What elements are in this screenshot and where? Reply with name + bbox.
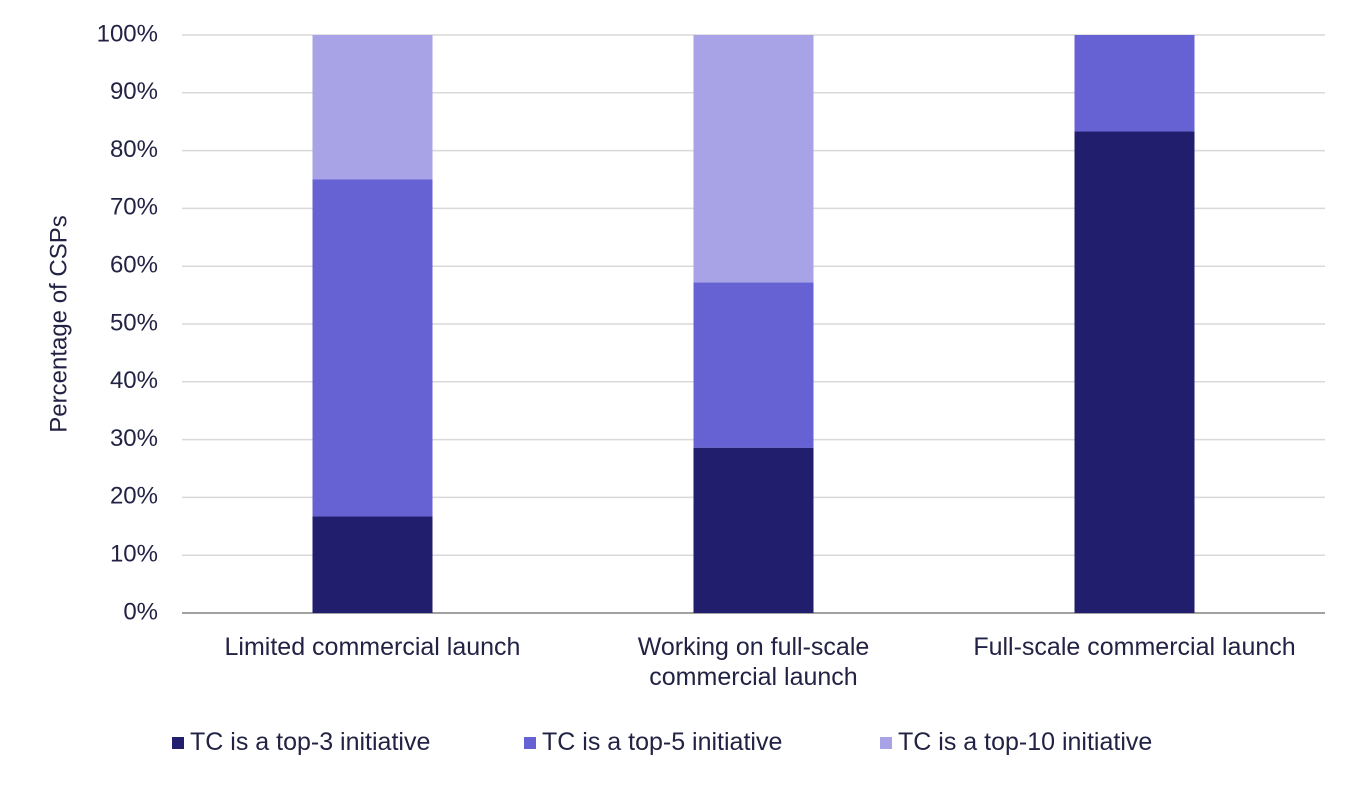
y-tick-label: 20%: [110, 483, 158, 510]
x-tick-label: Limited commercial launch: [224, 633, 521, 661]
bar-segment: [693, 35, 814, 283]
legend-label: TC is a top-3 initiative: [190, 728, 431, 756]
y-tick-label: 30%: [110, 425, 158, 452]
bar-segment: [312, 516, 433, 613]
bar-segment: [312, 179, 433, 517]
x-tick-label: Full-scale commercial launch: [973, 633, 1296, 661]
y-axis-label: Percentage of CSPs: [45, 215, 72, 432]
bar-segment: [312, 35, 433, 180]
y-tick-label: 40%: [110, 367, 158, 394]
legend-swatch: [524, 736, 536, 749]
legend-item: TC is a top-10 initiative: [880, 728, 1152, 757]
y-tick-label: 70%: [110, 194, 158, 221]
legend-item: TC is a top-3 initiative: [172, 728, 430, 757]
bar-segment: [1074, 131, 1195, 613]
y-tick-label: 0%: [123, 598, 158, 625]
y-tick-label: 90%: [110, 78, 158, 105]
bar-segment: [693, 282, 814, 448]
legend-label: TC is a top-5 initiative: [542, 728, 783, 756]
bar-segment: [1074, 35, 1195, 132]
y-tick-label: 60%: [110, 252, 158, 279]
legend-item: TC is a top-5 initiative: [524, 728, 782, 757]
legend-swatch: [172, 736, 184, 749]
x-tick-label: Working on full-scale commercial launch: [637, 633, 870, 691]
y-tick-label: 10%: [110, 541, 158, 568]
y-tick-label: 100%: [97, 20, 158, 47]
legend-swatch: [880, 736, 892, 749]
bar-segment: [693, 447, 814, 613]
y-tick-label: 80%: [110, 136, 158, 163]
y-tick-label: 50%: [110, 309, 158, 336]
legend-label: TC is a top-10 initiative: [898, 728, 1153, 756]
